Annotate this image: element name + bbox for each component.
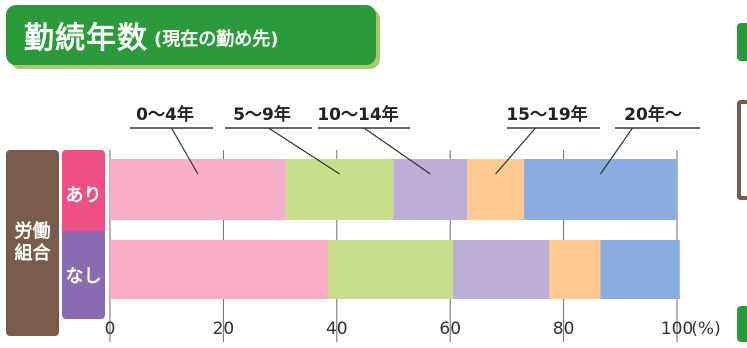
adjacent-panel-tab-top: [737, 23, 747, 61]
x-tick-label: 20: [213, 319, 235, 339]
legend-leader: [170, 127, 199, 175]
x-axis-ticks: 0 20 40 60 80 100(%): [105, 319, 721, 339]
adjacent-panel-tab-bottom: [737, 306, 747, 342]
x-tick-label: 0: [105, 319, 116, 339]
bar-segment: [328, 240, 454, 299]
bars: [110, 159, 680, 299]
chart-title: 勤続年数 (現在の勤め先): [6, 5, 376, 65]
x-tick-label: 100: [661, 319, 693, 339]
legend-label: 15〜19年: [506, 104, 587, 125]
title-sub: (現在の勤め先): [154, 29, 279, 50]
x-axis-unit: (%): [691, 319, 720, 339]
legend-leader: [495, 127, 536, 175]
bar-segment: [600, 240, 680, 299]
legend: 0〜4年 5〜9年 10〜14年 15〜19年 20年〜: [130, 104, 700, 175]
legend-label: 10〜14年: [317, 104, 398, 125]
legend-label: 5〜9年: [233, 104, 291, 125]
group-label-box: 労働 組合: [6, 150, 59, 336]
adjacent-panel-frame: [737, 100, 747, 200]
bar-segment: [523, 159, 677, 220]
x-tick-label: 80: [553, 319, 575, 339]
group-label: 労働 組合: [14, 221, 51, 264]
legend-label: 0〜4年: [136, 104, 194, 125]
bar-segment: [393, 159, 468, 220]
bar-segment: [285, 159, 394, 220]
title-main: 勤続年数: [24, 21, 148, 56]
x-tick-label: 40: [326, 319, 348, 339]
bar-segment: [467, 159, 524, 220]
legend-leader: [363, 127, 431, 175]
row-label-ari: あり: [62, 150, 105, 238]
bar-segment: [110, 159, 286, 220]
row-label-nashi: なし: [62, 231, 105, 319]
legend-leader: [268, 127, 340, 175]
bar-segment: [453, 240, 550, 299]
x-tick-label: 60: [439, 319, 461, 339]
legend-label: 20年〜: [624, 104, 682, 125]
bar-segment: [549, 240, 601, 299]
bar-segment: [110, 240, 329, 299]
legend-leader: [599, 127, 633, 175]
